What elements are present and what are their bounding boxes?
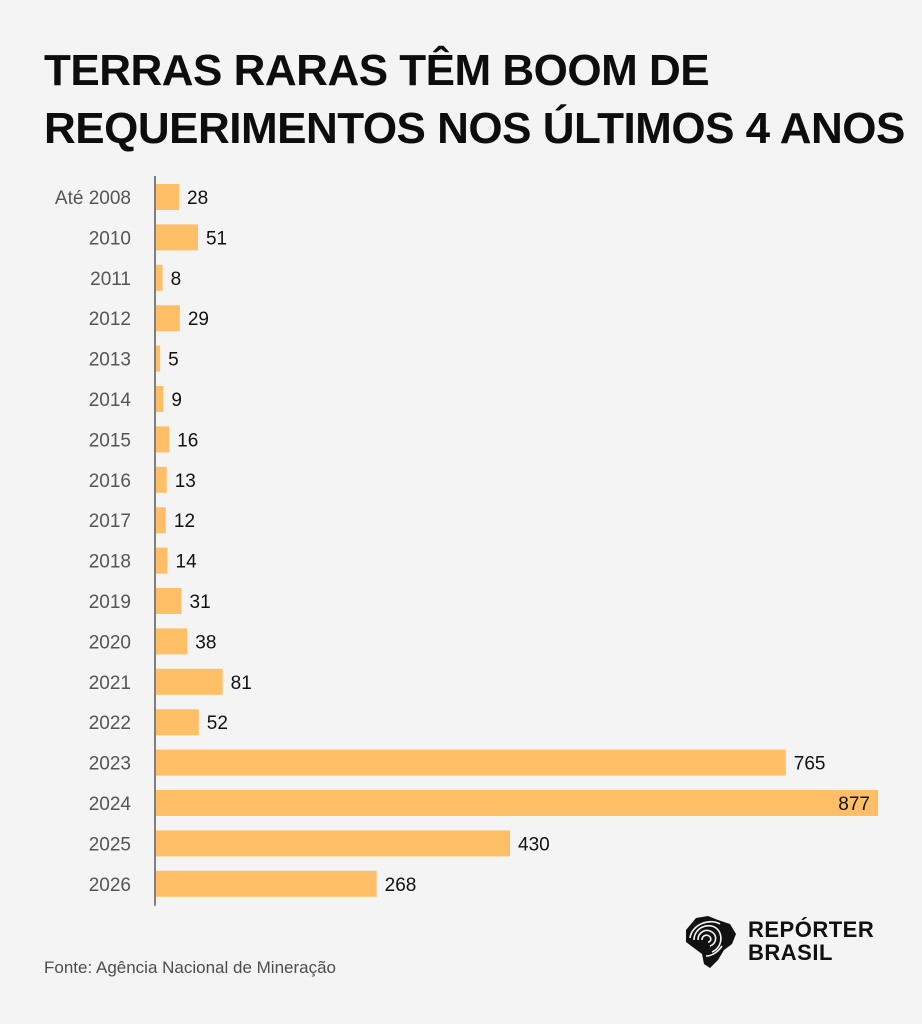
bar bbox=[156, 345, 161, 372]
value-label: 877 bbox=[838, 794, 870, 815]
bar bbox=[156, 790, 878, 816]
category-label: 2013 bbox=[89, 350, 131, 371]
category-label: 2012 bbox=[89, 309, 131, 330]
bar bbox=[156, 184, 180, 210]
value-label: 5 bbox=[168, 350, 179, 371]
bar bbox=[156, 749, 786, 776]
bar bbox=[156, 709, 199, 736]
category-label: 2021 bbox=[89, 673, 131, 694]
title-line-2: REQUERIMENTOS NOS ÚLTIMOS 4 ANOS bbox=[44, 104, 905, 153]
value-label: 29 bbox=[188, 309, 209, 330]
value-label: 430 bbox=[518, 834, 550, 855]
category-label: 2019 bbox=[89, 592, 131, 613]
bar bbox=[156, 224, 198, 251]
category-label: 2010 bbox=[89, 228, 131, 249]
bar bbox=[156, 305, 180, 332]
bar bbox=[156, 588, 182, 614]
category-label: 2023 bbox=[89, 754, 131, 775]
value-label: 9 bbox=[171, 390, 182, 411]
source-note: Fonte: Agência Nacional de Mineração bbox=[44, 958, 337, 977]
value-label: 31 bbox=[190, 592, 211, 613]
bar bbox=[156, 668, 223, 695]
value-label: 268 bbox=[385, 875, 417, 896]
logo-line-2: BRASIL bbox=[748, 940, 833, 965]
category-label: 2026 bbox=[89, 875, 131, 896]
value-label: 14 bbox=[176, 552, 198, 573]
category-label: 2017 bbox=[89, 511, 131, 532]
bar bbox=[156, 547, 168, 574]
category-label: 2016 bbox=[89, 471, 131, 492]
category-label: 2011 bbox=[90, 269, 131, 290]
value-label: 38 bbox=[195, 632, 216, 653]
value-label: 13 bbox=[175, 471, 196, 492]
category-label: 2025 bbox=[89, 834, 131, 855]
bar bbox=[156, 507, 166, 534]
category-label: 2018 bbox=[89, 552, 131, 573]
value-label: 16 bbox=[177, 430, 198, 451]
value-label: 81 bbox=[231, 673, 252, 694]
title-line-1: TERRAS RARAS TÊM BOOM DE bbox=[44, 46, 710, 95]
bar bbox=[156, 264, 163, 291]
bar bbox=[156, 426, 170, 453]
fingerprint-brazil-map-icon bbox=[686, 916, 736, 968]
value-label: 12 bbox=[174, 511, 195, 532]
value-label: 52 bbox=[207, 713, 228, 734]
bar bbox=[156, 830, 511, 857]
category-label: 2015 bbox=[89, 430, 131, 451]
chart-title: TERRAS RARAS TÊM BOOM DE REQUERIMENTOS N… bbox=[44, 42, 905, 158]
category-label: 2014 bbox=[89, 390, 132, 411]
bar bbox=[156, 466, 167, 493]
bar bbox=[156, 628, 188, 655]
value-label: 28 bbox=[187, 188, 208, 209]
category-label: 2024 bbox=[89, 794, 132, 815]
logo-line-1: REPÓRTER bbox=[748, 917, 875, 942]
bar bbox=[156, 386, 164, 412]
category-label: Até 2008 bbox=[55, 188, 131, 209]
bar bbox=[156, 870, 377, 897]
reporter-brasil-logo: REPÓRTER BRASIL bbox=[678, 910, 874, 972]
category-label: 2020 bbox=[89, 632, 131, 653]
value-label: 8 bbox=[171, 269, 182, 290]
category-label: 2022 bbox=[89, 713, 131, 734]
value-label: 765 bbox=[794, 754, 826, 775]
value-label: 51 bbox=[206, 228, 227, 249]
